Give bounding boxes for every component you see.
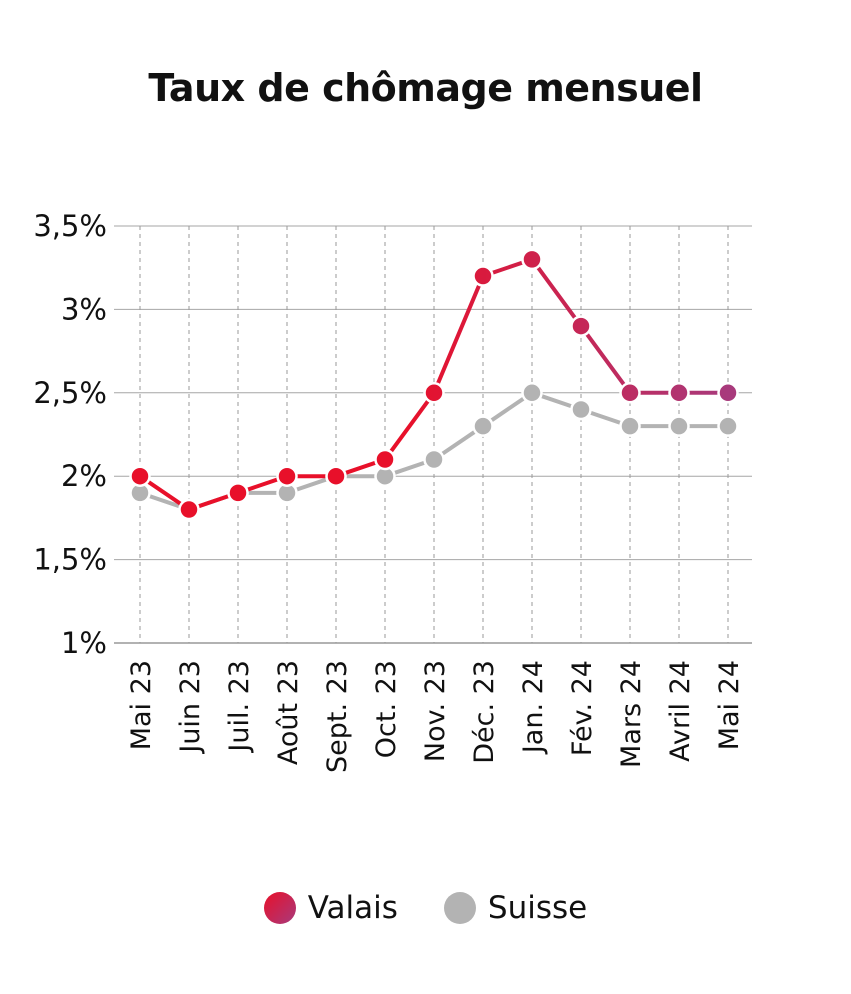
- x-tick-label: Mars 24: [616, 660, 647, 768]
- data-point-valais: [668, 382, 690, 404]
- x-tick-label: Juil. 23: [224, 660, 255, 754]
- grid: [114, 225, 752, 644]
- data-point-suisse: [570, 398, 592, 421]
- data-point-valais: [178, 498, 200, 521]
- x-tick-label: Sept. 23: [322, 660, 353, 773]
- series: [129, 248, 739, 521]
- y-tick-label: 1%: [61, 626, 107, 660]
- data-point-suisse: [619, 415, 641, 437]
- legend-label-suisse: Suisse: [487, 890, 588, 926]
- data-point-valais: [129, 465, 151, 487]
- x-tick-label: Déc. 23: [469, 660, 500, 764]
- x-tick-label: Oct. 23: [371, 660, 402, 758]
- data-point-valais: [717, 382, 739, 404]
- legend-label-valais: Valais: [307, 890, 398, 926]
- data-point-valais: [570, 315, 592, 337]
- x-tick-label: Août 23: [273, 660, 304, 765]
- data-point-valais: [472, 265, 494, 287]
- legend-item-suisse: Suisse: [443, 890, 588, 926]
- data-point-suisse: [668, 415, 690, 437]
- data-point-valais: [619, 382, 641, 404]
- data-point-valais: [374, 448, 396, 471]
- data-point-suisse: [423, 448, 445, 471]
- x-tick-label: Mai 24: [714, 660, 745, 750]
- legend-item-valais: Valais: [263, 890, 398, 926]
- x-tick-label: Juin 23: [175, 660, 206, 755]
- data-point-suisse: [717, 415, 739, 437]
- data-point-suisse: [521, 382, 543, 404]
- data-point-suisse: [472, 415, 494, 437]
- x-tick-label: Mai 23: [126, 660, 157, 750]
- x-tick-label: Jan. 24: [518, 660, 549, 755]
- y-tick-label: 3,5%: [33, 209, 107, 243]
- chart-title: Taux de chômage mensuel: [148, 66, 703, 110]
- legend-swatch-valais: [263, 892, 296, 924]
- data-point-valais: [276, 465, 298, 487]
- y-tick-label: 2%: [61, 459, 107, 493]
- y-tick-label: 1,5%: [33, 543, 107, 577]
- legend: Valais Suisse: [0, 890, 851, 926]
- data-point-valais: [423, 382, 445, 404]
- y-tick-label: 3%: [61, 292, 107, 326]
- x-tick-label: Fév. 24: [567, 660, 598, 756]
- data-point-valais: [521, 248, 543, 271]
- y-tick-label: 2,5%: [33, 376, 107, 410]
- x-tick-label: Nov. 23: [420, 660, 451, 762]
- axes: 1% 1,5% 2% 2,5% 3% 3,5% Mai 23 Juin 23 Juil. 23 A…: [33, 209, 745, 773]
- x-tick-label: Avril 24: [665, 660, 696, 762]
- data-point-valais: [325, 465, 347, 487]
- data-point-valais: [227, 482, 249, 504]
- legend-swatch-suisse: [443, 892, 476, 924]
